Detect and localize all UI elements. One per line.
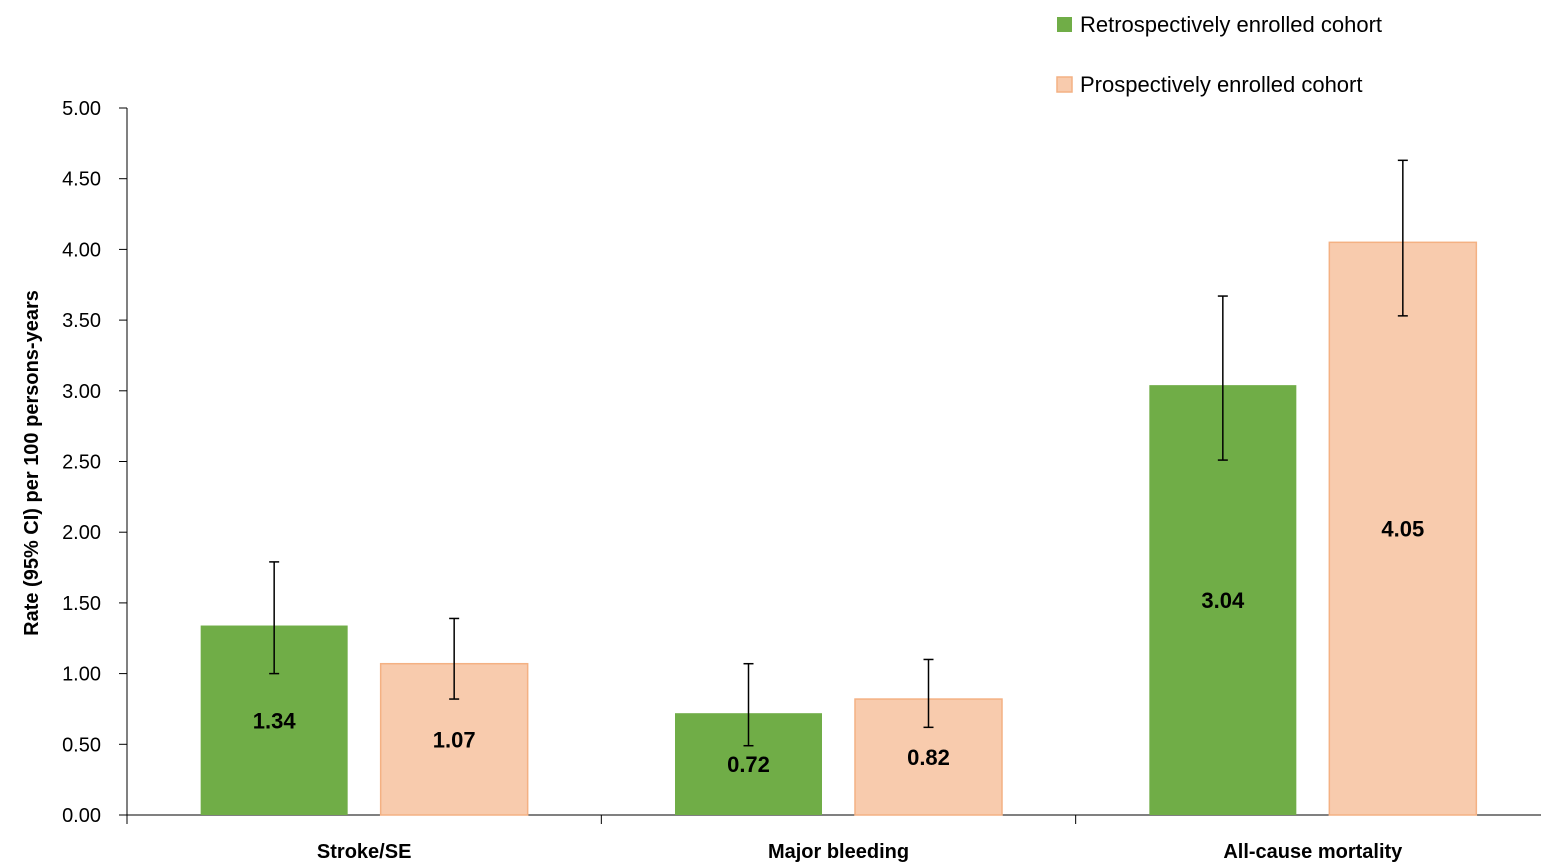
legend: Retrospectively enrolled cohort Prospecti… [1056,12,1382,97]
y-axis: 0.00 0.50 1.00 1.50 2.00 2.50 3.00 3.50 4.00 4.50… [62,98,128,827]
x-axis: Stroke/SE Major bleeding All-cause mortali… [126,814,1541,863]
legend-swatch [1056,76,1073,93]
bars [200,241,1478,816]
data-labels: 1.34 0.72 3.04 1.07 0.82 4.05 [253,517,1424,777]
x-category-label: Stroke/SE [317,841,411,863]
y-tick-label: 1.50 [62,593,101,615]
y-tick-label: 4.50 [62,169,101,191]
x-category-label: Major bleeding [768,841,909,863]
bar [1328,241,1478,816]
legend-swatch [1057,17,1072,32]
data-label: 1.07 [433,727,476,752]
data-label: 0.82 [907,745,950,770]
data-label: 4.05 [1381,517,1424,542]
y-tick-label: 3.50 [62,310,101,332]
data-label: 1.34 [253,708,297,733]
data-label: 0.72 [727,752,770,777]
legend-label: Retrospectively enrolled cohort [1080,12,1382,37]
y-tick-label: 2.50 [62,452,101,474]
x-category-label: All-cause mortality [1223,841,1403,863]
y-tick-label: 4.00 [62,239,101,261]
y-tick-label: 5.00 [62,98,101,120]
y-tick-label: 3.00 [62,381,101,403]
y-axis-title: Rate (95% CI) per 100 persons-years [21,290,43,636]
y-tick-label: 1.00 [62,664,101,686]
y-tick-label: 2.00 [62,522,101,544]
data-label: 3.04 [1201,588,1245,613]
y-tick-label: 0.00 [62,805,101,827]
y-tick-label: 0.50 [62,734,101,756]
legend-label: Prospectively enrolled cohort [1080,72,1362,97]
error-bars [269,159,1408,747]
